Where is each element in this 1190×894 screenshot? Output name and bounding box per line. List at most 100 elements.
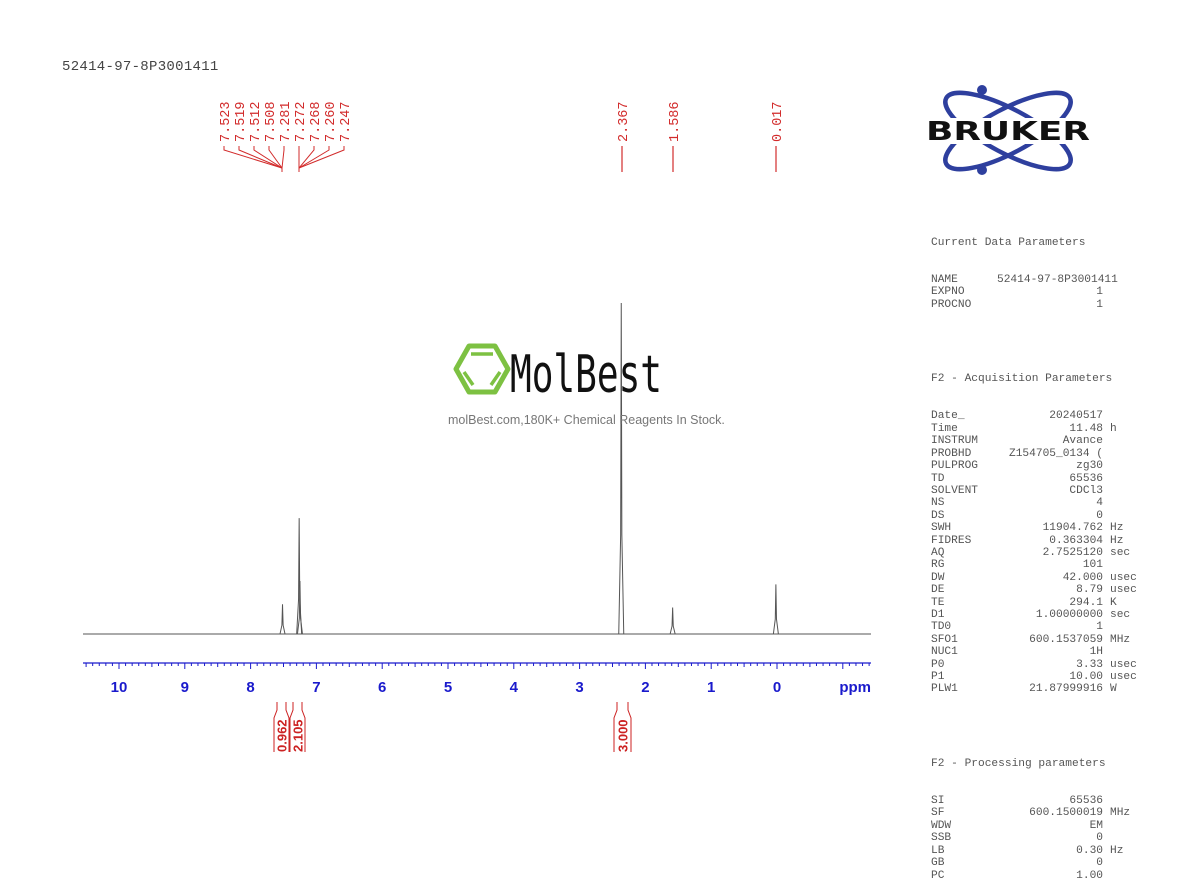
param-row-p1: P1 10.00 usec [931, 671, 1141, 683]
param-row-pulprog: PULPROG zg30 [931, 460, 1141, 472]
param-key: LB [931, 844, 945, 857]
param-key: PC [931, 869, 945, 882]
peak-label: 7.268 [309, 101, 324, 142]
param-value: CDCl3 [1069, 484, 1103, 497]
param-row-instrum: INSTRUM Avance [931, 435, 1141, 447]
param-key: NUC1 [931, 646, 958, 659]
param-value: 1.00 [1076, 869, 1103, 882]
param-value: 0.363304 [1049, 534, 1103, 547]
param-key: TD [931, 472, 945, 485]
param-unit: sec [1110, 546, 1131, 559]
param-value: 1 [1096, 286, 1103, 299]
axis-tick-label: 5 [444, 679, 452, 696]
param-unit [1103, 473, 1110, 485]
param-unit [1103, 820, 1110, 832]
param-value: 1H [1089, 646, 1103, 659]
param-key: Time [931, 422, 958, 435]
param-value: 2.7525120 [1042, 546, 1103, 559]
acquisition-params-rows: Date_ 20240517 Time 11.48 h INSTRUM Avance PROB… [931, 410, 1141, 695]
axis-tick-label: 2 [641, 679, 649, 696]
param-row-expno: EXPNO 1 [931, 286, 1141, 298]
processing-params-title: F2 - Processing parameters [931, 757, 1106, 770]
peak-label-group: 7.523 7.519 7.512 7.508 7.281 7.272 7.268 7.260… [219, 101, 786, 172]
param-row-sf: SF 600.1500019 MHz [931, 807, 1141, 819]
param-value: 42.000 [1062, 571, 1103, 584]
param-key: SSB [931, 832, 952, 845]
integral-value: 3.000 [616, 719, 631, 752]
parameter-panel: Current Data Parameters NAME 52414-97-8P3… [931, 212, 1141, 894]
peak [279, 604, 286, 635]
param-value: 600.1537059 [1029, 633, 1103, 646]
param-value: 1 [1096, 298, 1103, 311]
nmr-spectrum-chart: 7.523 7.519 7.512 7.508 7.281 7.272 7.268 7.260… [83, 101, 871, 752]
param-unit: MHz [1110, 807, 1131, 820]
param-unit: usec [1110, 658, 1137, 671]
peak [618, 302, 625, 635]
orbit-icon [943, 90, 1073, 172]
param-row-time: Time 11.48 h [931, 423, 1141, 435]
param-unit [1103, 410, 1110, 422]
param-value: 101 [1082, 559, 1103, 572]
param-key: P1 [931, 671, 945, 684]
param-row-de: DE 8.79 usec [931, 584, 1141, 596]
param-key: PROCNO [931, 298, 972, 311]
axis-tick-label: 8 [246, 679, 254, 696]
param-key: INSTRUM [931, 435, 978, 448]
param-key: DW [931, 571, 945, 584]
molbest-brand-text: MolBest [510, 345, 662, 400]
param-value: 11904.762 [1042, 522, 1103, 535]
param-unit [1103, 286, 1110, 298]
integral-group: 0.962 2.105 3.000 [273, 702, 632, 752]
peak-label: 2.367 [617, 101, 632, 142]
param-value: 11.48 [1069, 422, 1103, 435]
param-value: 0 [1096, 857, 1103, 870]
param-row-solvent: SOLVENT CDCl3 [931, 485, 1141, 497]
molbest-watermark: MolBest [448, 340, 748, 405]
param-row-ssb: SSB 0 [931, 832, 1141, 844]
axis-tick-label: 4 [510, 679, 519, 696]
peak-label: 7.281 [279, 101, 294, 142]
peak-label: 7.260 [324, 101, 339, 142]
param-key: AQ [931, 546, 945, 559]
watermark-tagline: molBest.com,180K+ Chemical Reagents In S… [448, 413, 725, 427]
param-unit: K [1110, 596, 1117, 609]
axis-unit-label: ppm [839, 679, 871, 696]
param-unit: MHz [1110, 633, 1131, 646]
spectrum-trace [83, 302, 871, 635]
param-row-p0: P0 3.33 usec [931, 659, 1141, 671]
param-value: 20240517 [1049, 410, 1103, 423]
param-unit: usec [1110, 671, 1137, 684]
axis-tick-label: 7 [312, 679, 320, 696]
param-row-dw: DW 42.000 usec [931, 572, 1141, 584]
param-key: GB [931, 857, 945, 870]
param-row-rg: RG 101 [931, 559, 1141, 571]
peak-label: 1.586 [668, 101, 683, 142]
integral-value: 0.962 [275, 719, 290, 752]
param-unit [1103, 510, 1110, 522]
peak-label: 7.508 [264, 101, 279, 142]
param-value: 52414-97-8P3001411 [997, 274, 1118, 287]
param-row-td0: TD0 1 [931, 621, 1141, 633]
axis-tick-label: 10 [111, 679, 128, 696]
param-unit [1103, 435, 1110, 447]
param-key: DS [931, 509, 945, 522]
param-unit [1103, 646, 1110, 658]
axis-tick-label: 9 [181, 679, 189, 696]
param-row-swh: SWH 11904.762 Hz [931, 522, 1141, 534]
peak-label: 7.512 [249, 101, 264, 142]
param-key: PULPROG [931, 460, 978, 473]
param-row-plw1: PLW1 21.87999916 W [931, 683, 1141, 695]
param-value: 600.1500019 [1029, 807, 1103, 820]
param-key: WDW [931, 819, 952, 832]
axis-tick-label: 1 [707, 679, 715, 696]
param-row-pc: PC 1.00 [931, 870, 1141, 882]
param-value: 10.00 [1069, 671, 1103, 684]
param-key: TE [931, 596, 945, 609]
param-key: PROBHD [931, 447, 972, 460]
param-unit [1103, 460, 1110, 472]
param-value: 8.79 [1076, 584, 1103, 597]
param-key: FIDRES [931, 534, 972, 547]
param-key: SI [931, 795, 945, 808]
ppm-axis: 10 9 8 7 6 5 4 3 2 1 0 ppm [83, 662, 871, 696]
param-unit: h [1110, 422, 1117, 435]
